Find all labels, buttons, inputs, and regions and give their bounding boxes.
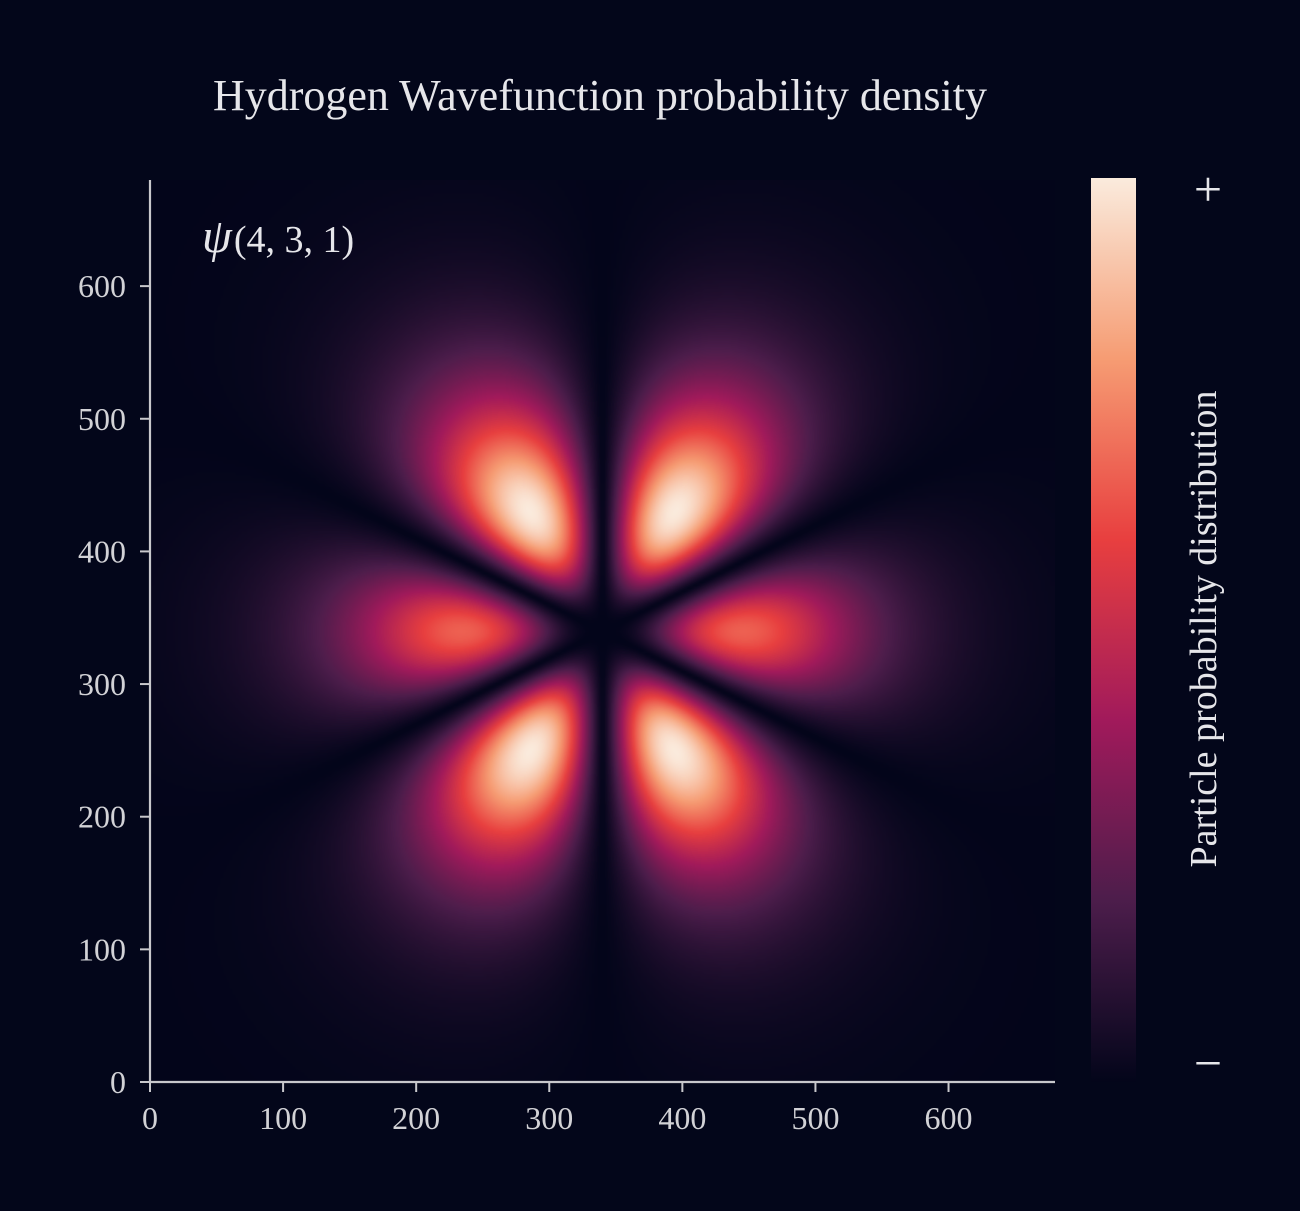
colorbar-min-label: −: [1194, 1035, 1222, 1091]
x-tick-label: 100: [259, 1100, 307, 1136]
colorbar-max-label: +: [1194, 161, 1222, 217]
y-tick-label: 0: [110, 1064, 126, 1100]
colorbar-gradient: [1091, 178, 1136, 1082]
y-ticks: 0 100 200 300 400 500 600: [78, 268, 150, 1100]
colorbar-label: Particle probability distribution: [1183, 390, 1225, 867]
y-tick-label: 200: [78, 799, 126, 835]
y-tick-label: 400: [78, 533, 126, 569]
quantum-numbers: (4, 3, 1): [234, 219, 354, 261]
x-tick-label: 600: [925, 1100, 973, 1136]
y-tick-label: 500: [78, 401, 126, 437]
y-tick-label: 600: [78, 268, 126, 304]
colorbar: + − Particle probability distribution: [1091, 161, 1225, 1091]
psi-symbol: ψ: [202, 210, 233, 263]
x-tick-label: 500: [791, 1100, 839, 1136]
x-tick-label: 300: [525, 1100, 573, 1136]
heatmap-image: [150, 180, 1055, 1083]
x-tick-label: 400: [658, 1100, 706, 1136]
y-tick-label: 300: [78, 666, 126, 702]
chart-title: Hydrogen Wavefunction probability densit…: [213, 71, 987, 120]
wavefunction-label: ψ(4, 3, 1): [202, 210, 354, 263]
x-tick-label: 200: [392, 1100, 440, 1136]
y-tick-label: 100: [78, 931, 126, 967]
x-tick-label: 0: [142, 1100, 158, 1136]
svg-text:ψ(4, 3, 1): ψ(4, 3, 1): [202, 210, 354, 263]
axes: [148, 180, 1055, 1084]
x-ticks: 0 100 200 300 400 500 600: [142, 1082, 973, 1136]
